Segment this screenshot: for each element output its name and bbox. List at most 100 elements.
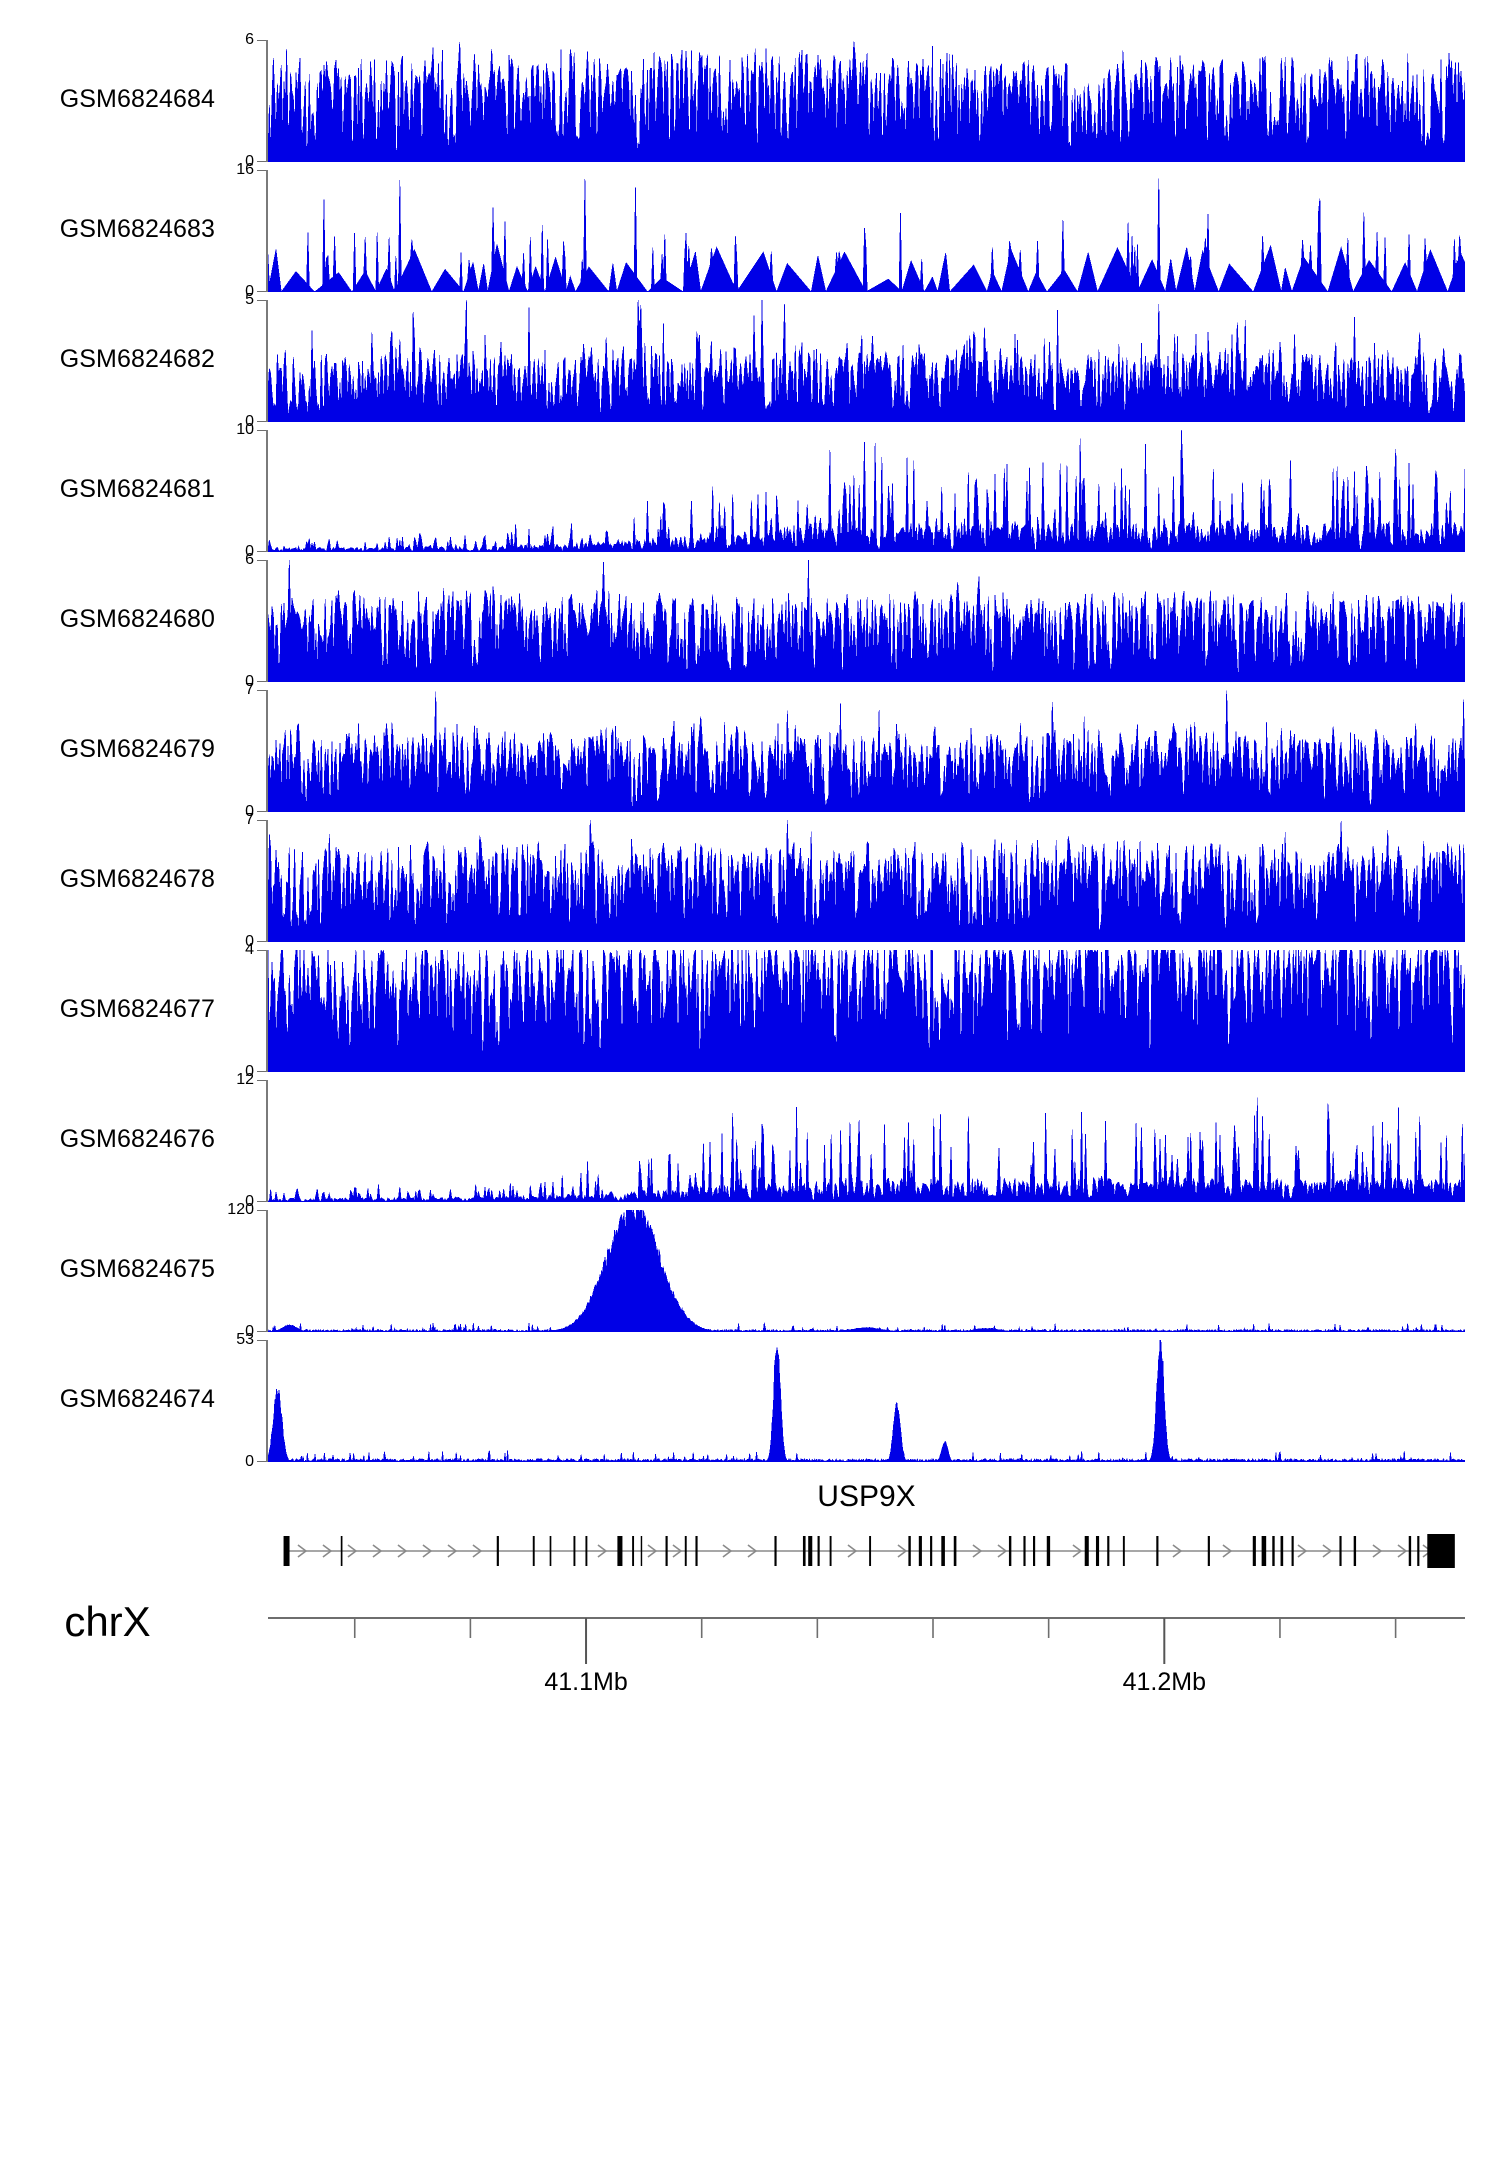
yaxis-min-label: 0	[245, 1193, 254, 1210]
yaxis-min-tick	[257, 811, 268, 812]
exon-block	[1122, 1536, 1125, 1566]
strand-arrow-icon	[322, 1544, 333, 1558]
track-label-t4: GSM6824680	[59, 605, 215, 633]
yaxis-max-tick	[257, 1210, 268, 1211]
yaxis-min-tick	[257, 1331, 268, 1332]
coverage-area	[268, 430, 1465, 552]
track-label-t3: GSM6824681	[59, 475, 215, 503]
track-yaxis: 53 0	[222, 1332, 268, 1470]
coverage-area	[268, 1210, 1465, 1332]
coverage-track: GSM6824680 6 0	[0, 552, 1500, 690]
yaxis-line	[266, 1080, 268, 1202]
yaxis-min-label: 0	[245, 803, 254, 820]
coverage-area	[268, 41, 1465, 162]
coverage-plot-t1	[268, 170, 1465, 292]
yaxis-max-tick	[257, 40, 268, 41]
coverage-plot-t2	[268, 300, 1465, 422]
coverage-track: GSM6824684 6 0	[0, 32, 1500, 170]
coverage-plot-t7	[268, 950, 1465, 1072]
exon-block	[585, 1536, 588, 1566]
yaxis-max-tick	[257, 430, 268, 431]
coverage-plot-t9	[268, 1210, 1465, 1332]
coverage-area	[268, 950, 1465, 1072]
exon-block	[1084, 1536, 1089, 1566]
yaxis-min-tick	[257, 161, 268, 162]
strand-arrow-icon	[597, 1544, 608, 1558]
yaxis-min-tick	[257, 1071, 268, 1072]
coverage-track: GSM6824676 12 0	[0, 1072, 1500, 1210]
yaxis-min-tick	[257, 1201, 268, 1202]
yaxis-line	[266, 820, 268, 942]
track-label-t2: GSM6824682	[59, 345, 215, 373]
coverage-area	[268, 300, 1465, 422]
strand-arrow-icon	[747, 1544, 758, 1558]
exon-block	[1280, 1536, 1284, 1566]
exon-block	[829, 1536, 832, 1566]
strand-arrow-icon	[1172, 1544, 1183, 1558]
strand-arrow-icon	[422, 1544, 433, 1558]
strand-arrow-icon	[372, 1544, 383, 1558]
strand-arrow-icon	[397, 1544, 408, 1558]
strand-arrow-icon	[1372, 1544, 1383, 1558]
exon-block	[1207, 1536, 1210, 1566]
exon-block	[695, 1536, 698, 1566]
yaxis-min-label: 0	[245, 153, 254, 170]
yaxis-max-tick	[257, 690, 268, 691]
exon-block	[1272, 1536, 1275, 1566]
strand-arrow-icon	[897, 1544, 908, 1558]
exon-block	[918, 1536, 922, 1566]
yaxis-min-tick	[257, 551, 268, 552]
yaxis-max-tick	[257, 820, 268, 821]
strand-arrow-icon	[647, 1544, 658, 1558]
yaxis-min-label: 0	[245, 1063, 254, 1080]
ruler-tick-label: 41.2Mb	[1123, 1668, 1206, 1696]
coverage-plot-t0	[268, 40, 1465, 162]
strand-arrow-icon	[472, 1544, 483, 1558]
track-label-t9: GSM6824675	[59, 1255, 215, 1283]
yaxis-line	[266, 40, 268, 162]
exon-block	[908, 1536, 911, 1566]
strand-arrow-icon	[447, 1544, 458, 1558]
yaxis-max-label: 6	[245, 551, 254, 568]
coverage-track: GSM6824681 10 0	[0, 422, 1500, 560]
yaxis-min-label: 0	[245, 543, 254, 560]
track-yaxis: 16 0	[222, 162, 268, 300]
exon-block	[930, 1536, 933, 1566]
strand-arrow-icon	[672, 1544, 683, 1558]
exon-block	[1008, 1536, 1012, 1566]
coordinate-ruler: 41.1Mb 41.2Mb	[268, 1608, 1465, 1738]
exon-block	[549, 1536, 552, 1566]
exon-block	[802, 1536, 806, 1566]
coverage-plot-t3	[268, 430, 1465, 552]
coverage-plot-t4	[268, 560, 1465, 682]
coverage-plot-t10	[268, 1340, 1465, 1462]
strand-arrow-icon	[722, 1544, 733, 1558]
coverage-area	[268, 690, 1465, 812]
strand-arrow-icon	[1322, 1544, 1333, 1558]
coverage-area	[268, 560, 1465, 682]
strand-arrow-icon	[1222, 1544, 1233, 1558]
coverage-area	[268, 820, 1465, 942]
exon-block	[1408, 1536, 1412, 1566]
exon-block	[941, 1536, 945, 1566]
yaxis-max-label: 7	[245, 811, 254, 828]
coverage-track: GSM6824682 5 0	[0, 292, 1500, 430]
yaxis-line	[266, 950, 268, 1072]
exon-block	[1046, 1536, 1051, 1566]
exon-block	[1339, 1536, 1342, 1566]
track-label-t7: GSM6824677	[59, 995, 215, 1023]
exon-block	[617, 1536, 623, 1566]
yaxis-max-tick	[257, 1340, 268, 1341]
yaxis-min-tick	[257, 1461, 268, 1462]
exon-block	[496, 1536, 499, 1566]
yaxis-min-tick	[257, 291, 268, 292]
track-yaxis: 120 0	[222, 1202, 268, 1340]
yaxis-max-label: 53	[236, 1331, 254, 1348]
yaxis-max-tick	[257, 170, 268, 171]
coverage-track: GSM6824675 120 0	[0, 1202, 1500, 1340]
yaxis-max-label: 10	[236, 421, 254, 438]
coverage-track: GSM6824679 7 0	[0, 682, 1500, 820]
track-label-t1: GSM6824683	[59, 215, 215, 243]
exon-block	[1095, 1536, 1100, 1566]
